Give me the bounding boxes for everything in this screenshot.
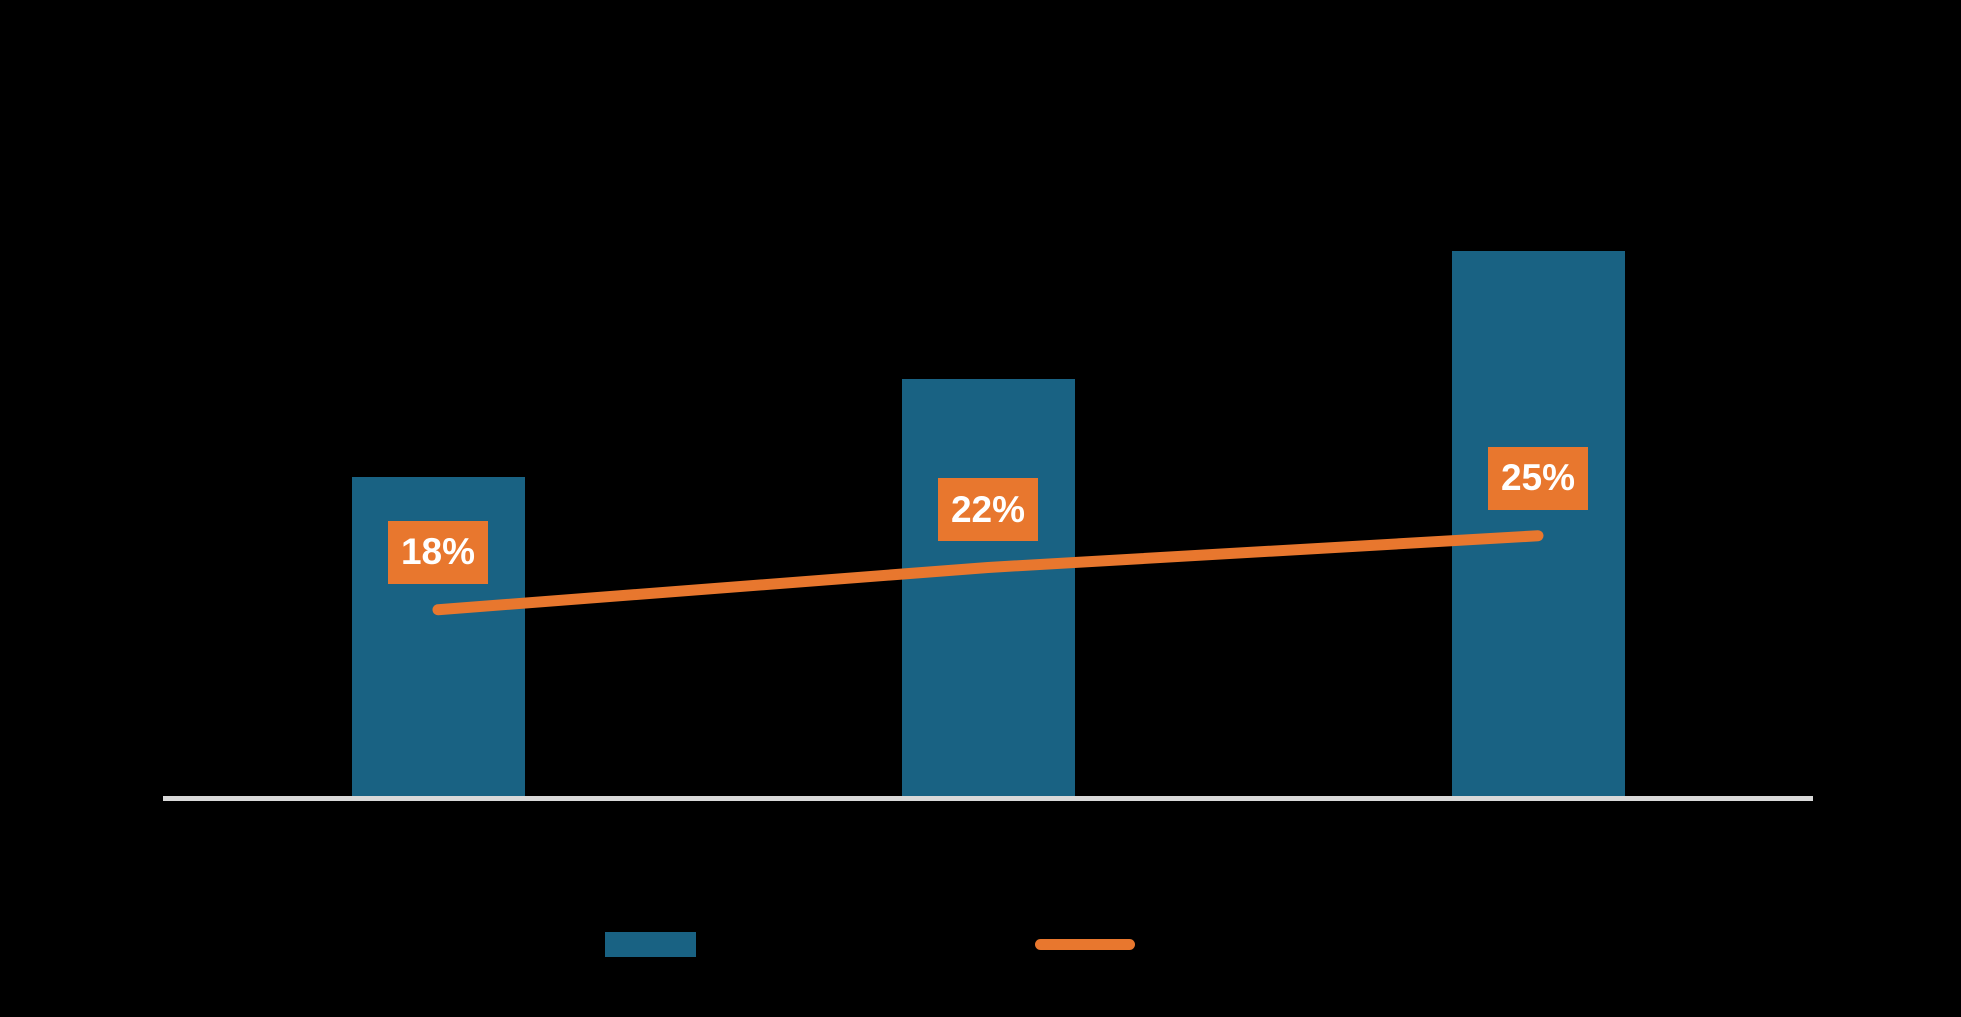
trend-line <box>432 530 1544 616</box>
bar-category-2 <box>901 379 1075 796</box>
line-data-label-3: 25% <box>1488 446 1588 510</box>
bar-category-3 <box>1451 251 1625 796</box>
legend-bar-swatch-icon <box>605 932 696 957</box>
x-axis-line <box>163 796 1813 801</box>
line-data-label-2: 22% <box>938 478 1038 542</box>
line-data-label-1: 18% <box>388 520 488 584</box>
legend-line-swatch-icon <box>1035 939 1135 950</box>
